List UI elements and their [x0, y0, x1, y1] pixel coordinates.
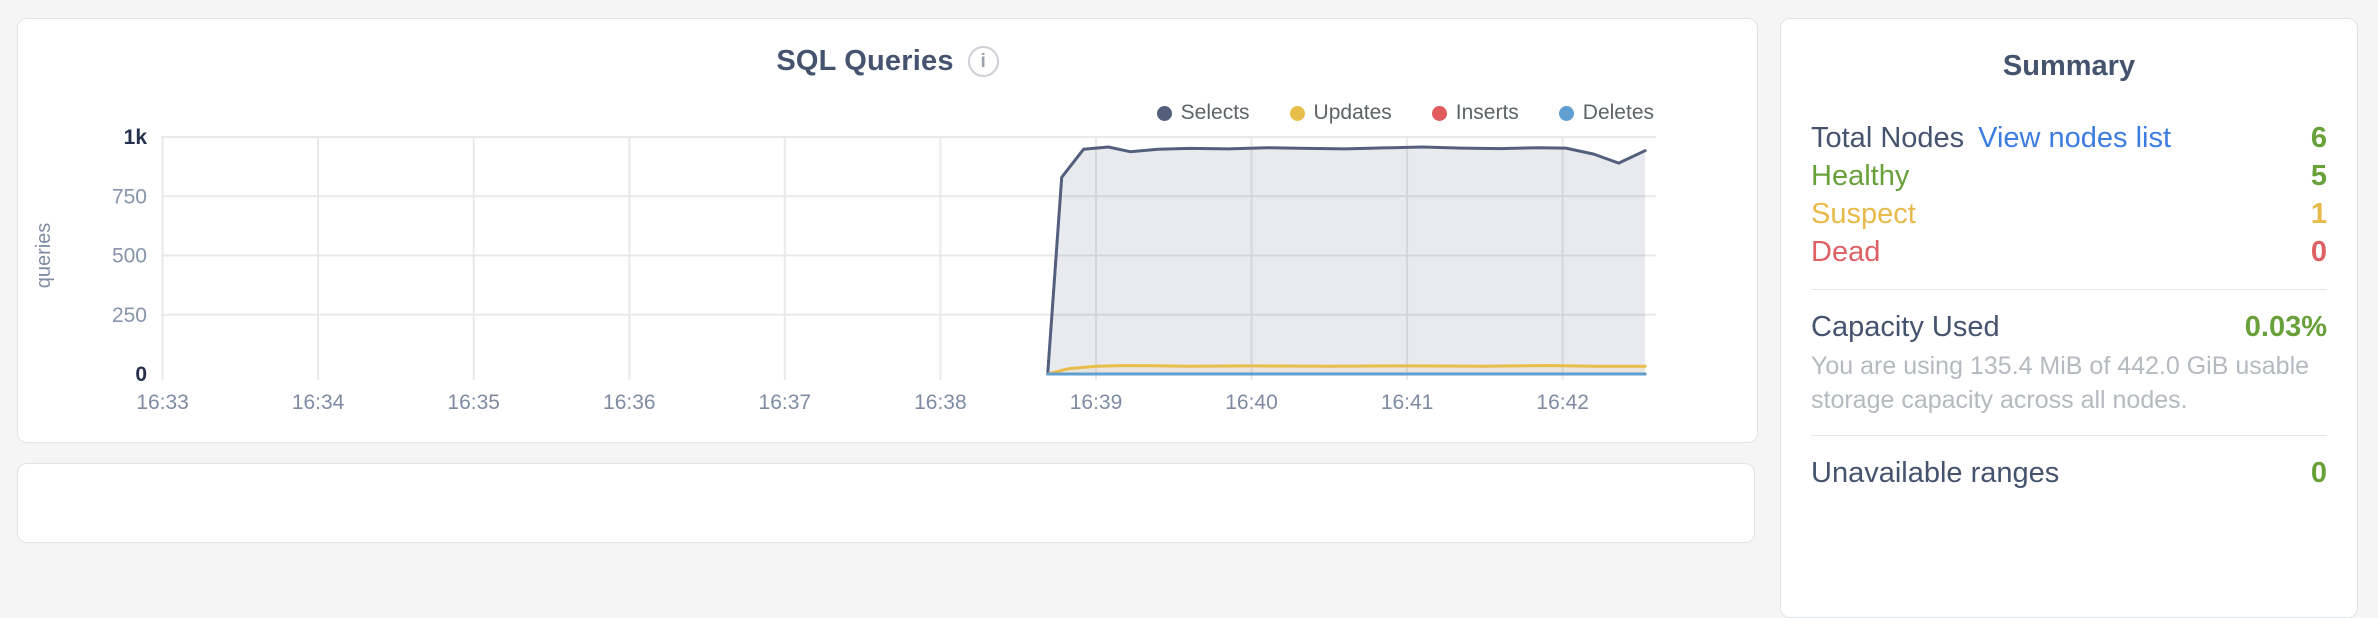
healthy-nodes-row: Healthy 5 [1811, 157, 2327, 195]
legend-label: Deletes [1582, 101, 1654, 124]
total-nodes-label: Total Nodes [1811, 122, 1965, 154]
x-axis-tick-labels: 16:33 16:34 16:35 16:36 16:37 16:38 16:39 16:40… [136, 391, 1589, 414]
svg-text:16:33: 16:33 [136, 391, 189, 414]
healthy-label: Healthy [1811, 160, 1910, 192]
svg-text:250: 250 [112, 304, 147, 327]
capacity-description: You are using 135.4 MiB of 442.0 GiB usa… [1811, 352, 2310, 414]
sql-queries-card: 0 250 500 750 1k 16:33 16:34 16:35 16:36 16:37 16:… [17, 18, 1758, 443]
view-nodes-list-link[interactable]: View nodes list [1978, 122, 2172, 154]
next-chart-card [17, 463, 1755, 543]
legend-item-updates: Updates [1289, 101, 1392, 125]
suspect-value: 1 [2310, 198, 2327, 230]
svg-text:500: 500 [112, 245, 147, 268]
info-icon[interactable]: i [967, 46, 999, 77]
divider [1811, 289, 2327, 290]
legend-label: Updates [1313, 101, 1392, 124]
capacity-used-row: Capacity Used 0.03% [1811, 308, 2327, 346]
svg-text:750: 750 [112, 185, 147, 208]
sql-queries-chart: 0 250 500 750 1k 16:33 16:34 16:35 16:36 16:37 16:… [18, 19, 1759, 444]
svg-text:16:42: 16:42 [1536, 391, 1589, 414]
series-selects-line [1046, 145, 1647, 376]
y-axis-label: queries [33, 223, 55, 289]
svg-text:16:36: 16:36 [603, 391, 656, 414]
svg-text:16:39: 16:39 [1070, 391, 1123, 414]
divider [1811, 435, 2327, 436]
legend-label: Selects [1180, 101, 1250, 124]
y-axis-tick-labels: 0 250 500 750 1k [112, 126, 147, 386]
capacity-used-value: 0.03% [2244, 311, 2327, 343]
svg-text:1k: 1k [124, 126, 148, 149]
inserts-dot-icon [1431, 105, 1447, 121]
dead-label: Dead [1811, 236, 1881, 268]
dead-nodes-row: Dead 0 [1811, 233, 2327, 271]
healthy-value: 5 [2310, 160, 2327, 192]
chart-title: SQL Queries [776, 45, 954, 77]
legend-label: Inserts [1455, 101, 1519, 124]
capacity-used-label: Capacity Used [1811, 311, 2000, 343]
svg-text:16:40: 16:40 [1225, 391, 1278, 414]
selects-dot-icon [1156, 105, 1172, 121]
suspect-label: Suspect [1811, 198, 1916, 230]
suspect-nodes-row: Suspect 1 [1811, 195, 2327, 233]
svg-text:16:35: 16:35 [447, 391, 500, 414]
summary-panel: Summary Total Nodes View nodes list 6 He… [1780, 18, 2358, 618]
unavailable-ranges-value: 0 [2310, 457, 2327, 489]
legend-item-selects: Selects [1156, 101, 1250, 125]
svg-text:16:34: 16:34 [292, 391, 345, 414]
total-nodes-value: 6 [2310, 122, 2327, 154]
chart-title-row: SQL Queries i [18, 45, 1757, 78]
updates-dot-icon [1289, 105, 1305, 121]
svg-text:16:41: 16:41 [1381, 391, 1434, 414]
series-selects-area [1047, 147, 1646, 374]
deletes-dot-icon [1558, 105, 1574, 121]
svg-text:16:37: 16:37 [759, 391, 812, 414]
series-updates-line [1046, 364, 1647, 376]
grid-lines [161, 136, 1656, 380]
summary-title: Summary [2002, 50, 2136, 82]
svg-text:16:38: 16:38 [914, 391, 967, 414]
chart-legend: Selects Updates Inserts Deletes [1156, 101, 1654, 125]
svg-text:0: 0 [135, 363, 147, 386]
unavailable-ranges-label: Unavailable ranges [1811, 457, 2060, 489]
dead-value: 0 [2310, 236, 2327, 268]
unavailable-ranges-row: Unavailable ranges 0 [1811, 454, 2327, 492]
legend-item-inserts: Inserts [1431, 101, 1519, 125]
total-nodes-row: Total Nodes View nodes list 6 [1811, 119, 2327, 157]
legend-item-deletes: Deletes [1558, 101, 1654, 125]
